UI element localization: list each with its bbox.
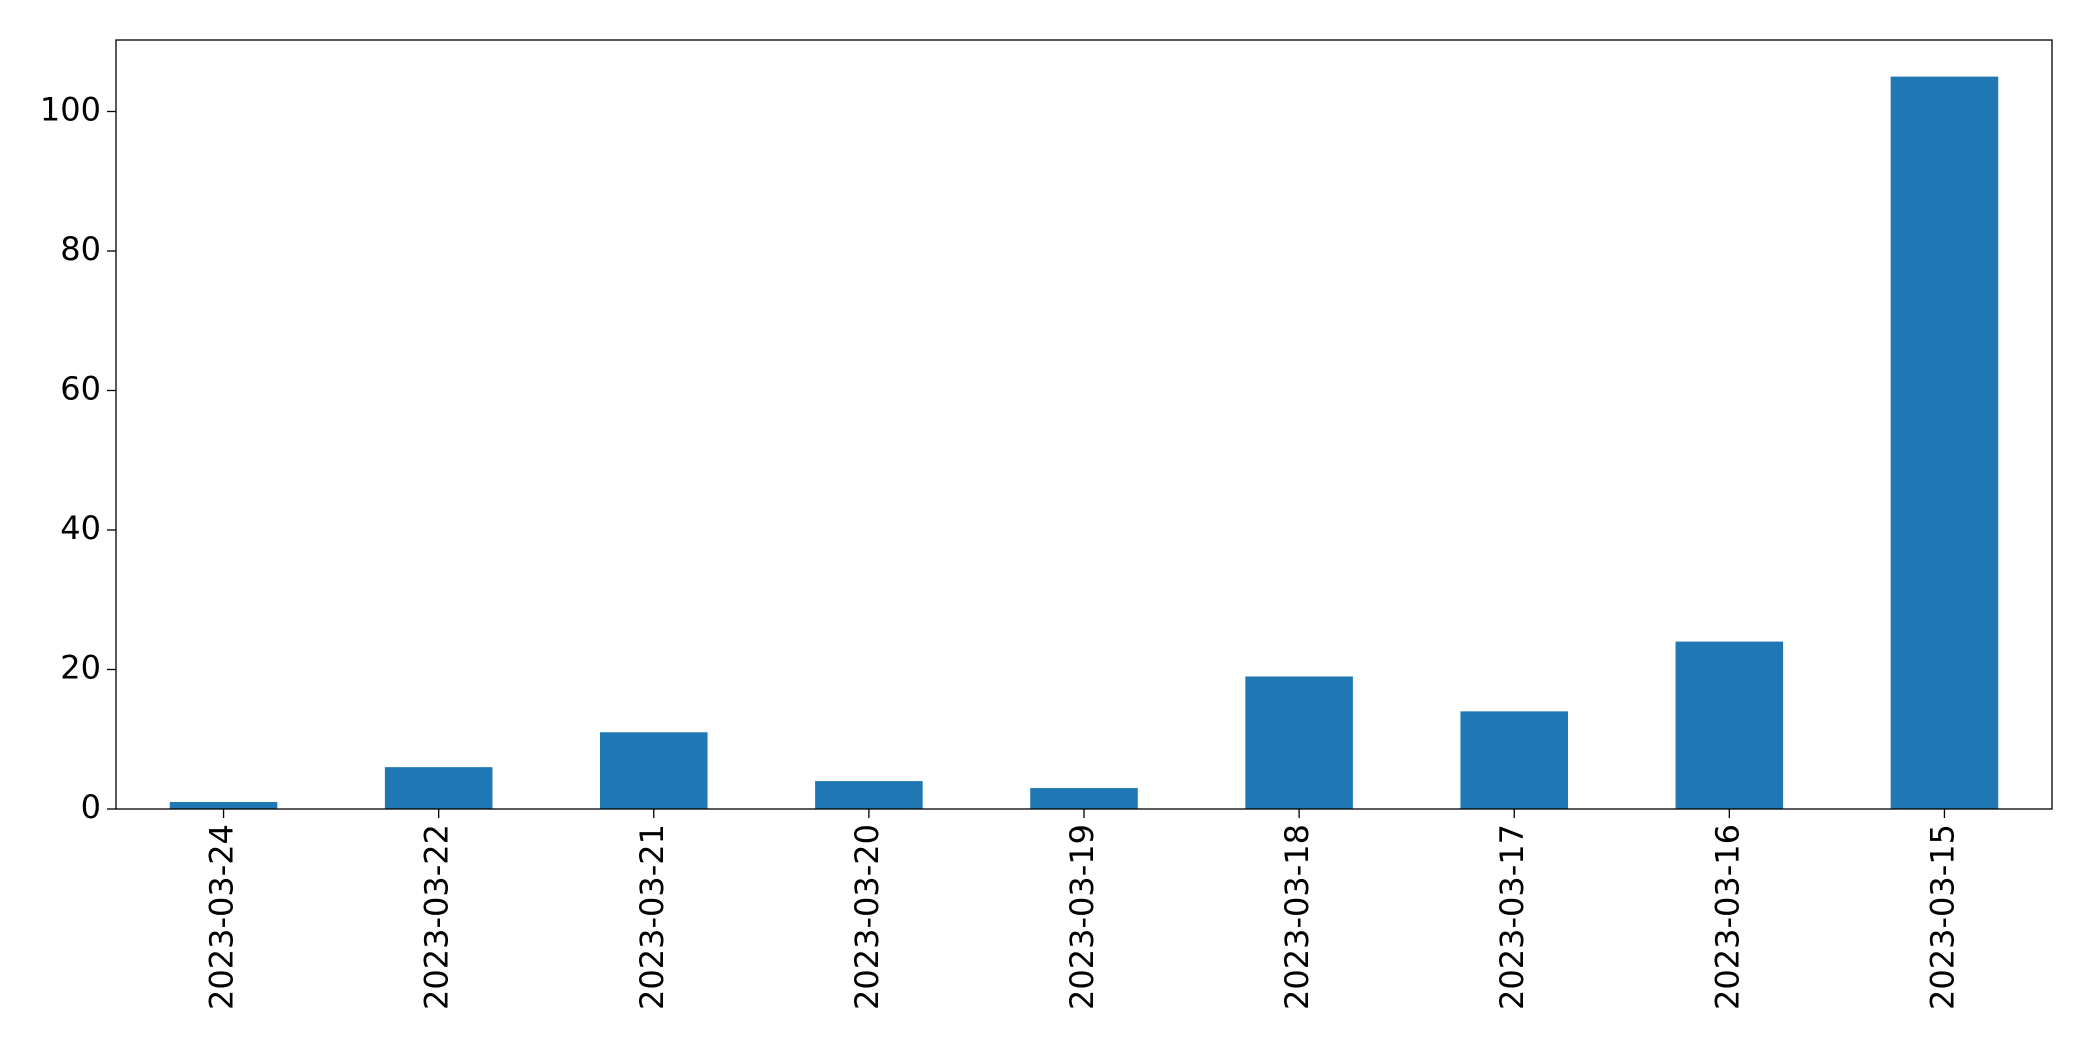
- plot-frame: [115, 39, 2053, 810]
- bar: [600, 732, 708, 809]
- bar: [384, 767, 493, 809]
- y-tick-label: 20: [60, 648, 101, 686]
- y-tick-label: 40: [60, 509, 101, 547]
- y-tick-label: 0: [81, 788, 101, 826]
- x-tick-label: 2023-03-20: [848, 824, 886, 1010]
- y-tick-label: 100: [40, 90, 101, 128]
- x-tick-label: 2023-03-18: [1278, 824, 1316, 1010]
- x-tick-label: 2023-03-19: [1063, 824, 1101, 1010]
- bar: [815, 781, 923, 809]
- x-tick-label: 2023-03-16: [1708, 824, 1746, 1010]
- x-tick-label: 2023-03-15: [1923, 824, 1961, 1010]
- bar: [1245, 676, 1353, 809]
- y-tick-label: 60: [60, 369, 101, 407]
- x-tick-label: 2023-03-17: [1493, 824, 1531, 1010]
- bar: [1030, 788, 1138, 809]
- x-tick-label: 2023-03-21: [633, 824, 671, 1010]
- y-tick-label: 80: [60, 230, 101, 268]
- x-tick-label: 2023-03-24: [203, 824, 241, 1010]
- bar: [1890, 76, 1999, 810]
- bar: [1460, 711, 1568, 809]
- bar: [169, 802, 278, 809]
- bar: [1675, 641, 1784, 809]
- x-tick-label: 2023-03-22: [418, 824, 456, 1010]
